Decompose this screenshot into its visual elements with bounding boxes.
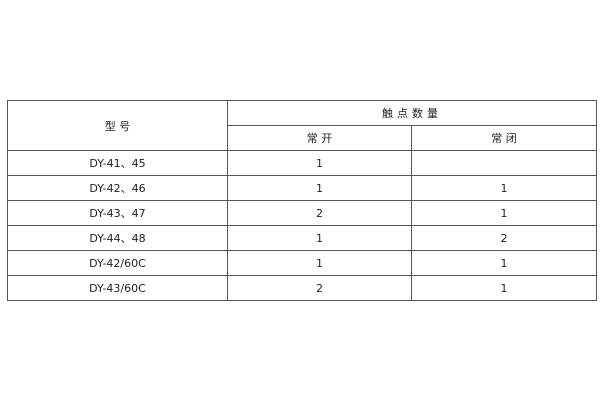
table-row: DY-42、46 1 1 — [7, 175, 597, 201]
header-normally-closed: 常 闭 — [411, 125, 597, 151]
table-row: DY-42/60C 1 1 — [7, 250, 597, 276]
nc-cell: 1 — [411, 275, 597, 301]
nc-cell — [411, 150, 597, 176]
no-cell: 1 — [227, 175, 412, 201]
table-row: DY-44、48 1 2 — [7, 225, 597, 251]
nc-cell: 2 — [411, 225, 597, 251]
model-cell: DY-43/60C — [7, 275, 228, 301]
nc-cell: 1 — [411, 250, 597, 276]
model-cell: DY-42、46 — [7, 175, 228, 201]
nc-cell: 1 — [411, 175, 597, 201]
contact-spec-table: 型 号 触点数量 常 开 常 闭 DY-41、45 1 DY-42、46 1 1 DY… — [7, 100, 597, 301]
table-row: DY-43/60C 2 1 — [7, 275, 597, 301]
no-cell: 1 — [227, 150, 412, 176]
model-cell: DY-44、48 — [7, 225, 228, 251]
model-cell: DY-43、47 — [7, 200, 228, 226]
header-normally-open: 常 开 — [227, 125, 412, 151]
no-cell: 2 — [227, 200, 412, 226]
no-cell: 2 — [227, 275, 412, 301]
model-cell: DY-42/60C — [7, 250, 228, 276]
table-row: DY-43、47 2 1 — [7, 200, 597, 226]
nc-cell: 1 — [411, 200, 597, 226]
no-cell: 1 — [227, 250, 412, 276]
table-row: DY-41、45 1 — [7, 150, 597, 176]
no-cell: 1 — [227, 225, 412, 251]
header-model: 型 号 — [7, 100, 228, 151]
header-contacts: 触点数量 — [227, 100, 597, 126]
model-cell: DY-41、45 — [7, 150, 228, 176]
